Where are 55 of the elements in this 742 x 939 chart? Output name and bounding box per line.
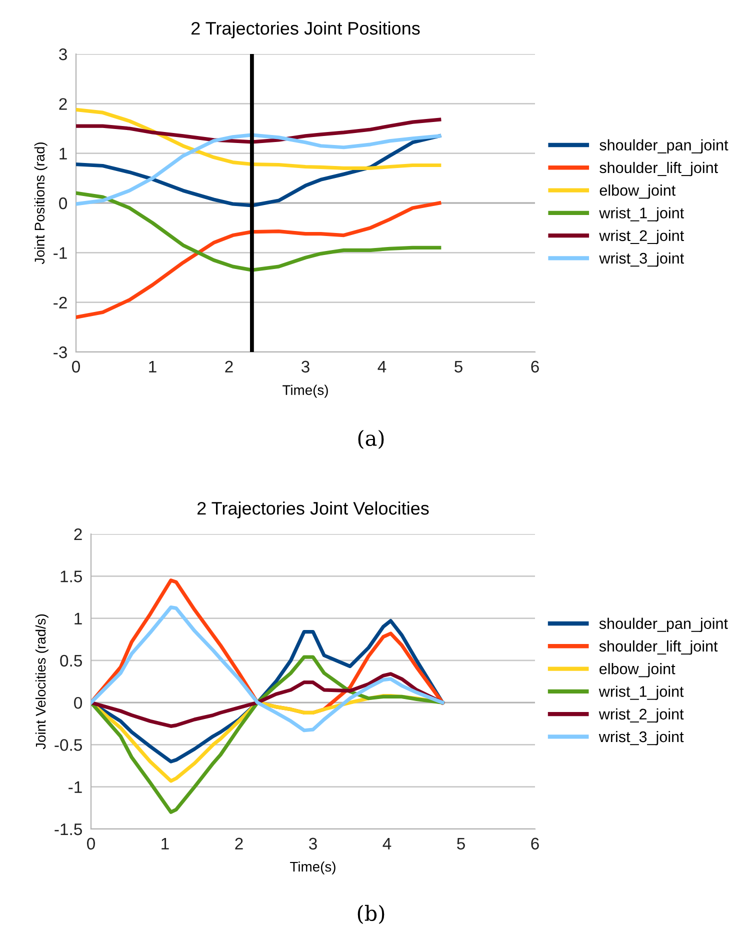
line-series	[76, 201, 442, 320]
line-series	[76, 118, 442, 144]
legend-label: wrist_1_joint	[598, 686, 684, 700]
y-tick-label: -1	[54, 247, 67, 259]
x-tick-label: 2	[225, 360, 233, 372]
y-tick-label: 0	[74, 696, 82, 709]
x-tick-label: 5	[457, 838, 465, 850]
legend-label: wrist_3_joint	[599, 252, 684, 267]
y-tick-label: 2	[59, 98, 67, 110]
legend-label: shoulder_pan_joint	[600, 139, 728, 154]
y-tick-label: -3	[54, 346, 67, 358]
x-tick-label: 6	[531, 838, 539, 850]
chart-title: 2 Trajectories Joint Positions	[192, 21, 420, 38]
legend-label: wrist_3_joint	[598, 730, 684, 746]
x-tick-label: 2	[235, 838, 243, 850]
line-series	[91, 606, 444, 732]
y-tick-label: 0.5	[60, 654, 82, 667]
chart-title: 2 Trajectories Joint Velocities	[198, 501, 429, 518]
line-series	[91, 655, 444, 814]
x-tick-label: 1	[162, 838, 169, 850]
legend-label: elbow_joint	[600, 184, 676, 199]
x-tick-label: 0	[87, 838, 95, 850]
y-tick-label: 1.5	[60, 570, 82, 582]
line-series	[91, 672, 444, 728]
y-tick-label: -2	[54, 296, 67, 308]
y-tick-label: -0.5	[54, 739, 82, 751]
x-axis-title: Time(s)	[282, 384, 328, 398]
x-tick-label: 6	[531, 360, 539, 373]
line-series	[76, 108, 442, 170]
line-series	[76, 191, 442, 272]
y-axis-title: Joint Velocities (rad/s)	[35, 614, 48, 750]
y-tick-label: 0	[59, 197, 68, 210]
x-tick-label: 5	[454, 360, 462, 373]
y-tick-label: -1	[68, 781, 82, 793]
x-tick-label: 3	[302, 360, 310, 373]
text: (b)	[358, 904, 384, 924]
y-tick-label: 3	[59, 48, 67, 60]
x-tick-label: 1	[149, 360, 156, 372]
x-tick-label: 4	[382, 838, 392, 850]
y-tick-label: 2	[74, 528, 82, 540]
y-axis-title: Joint Positions (rad)	[34, 142, 48, 264]
x-axis-title: Time(s)	[290, 861, 336, 874]
x-tick-label: 3	[309, 838, 317, 850]
legend-label: elbow_joint	[600, 663, 676, 678]
legend-label: wrist_1_joint	[599, 207, 684, 222]
text: (a)	[358, 430, 384, 449]
y-tick-label: -1.5	[54, 824, 82, 836]
legend-label: shoulder_pan_joint	[599, 618, 728, 632]
legend-label: wrist_2_joint	[599, 230, 684, 244]
legend-label: shoulder_lift_joint	[599, 640, 718, 655]
y-tick-label: 1	[74, 612, 82, 624]
legend-label: wrist_2_joint	[598, 708, 684, 723]
legend-label: shoulder_lift_joint	[600, 162, 718, 176]
y-tick-label: 1	[60, 148, 67, 160]
x-tick-label: 4	[378, 360, 386, 372]
